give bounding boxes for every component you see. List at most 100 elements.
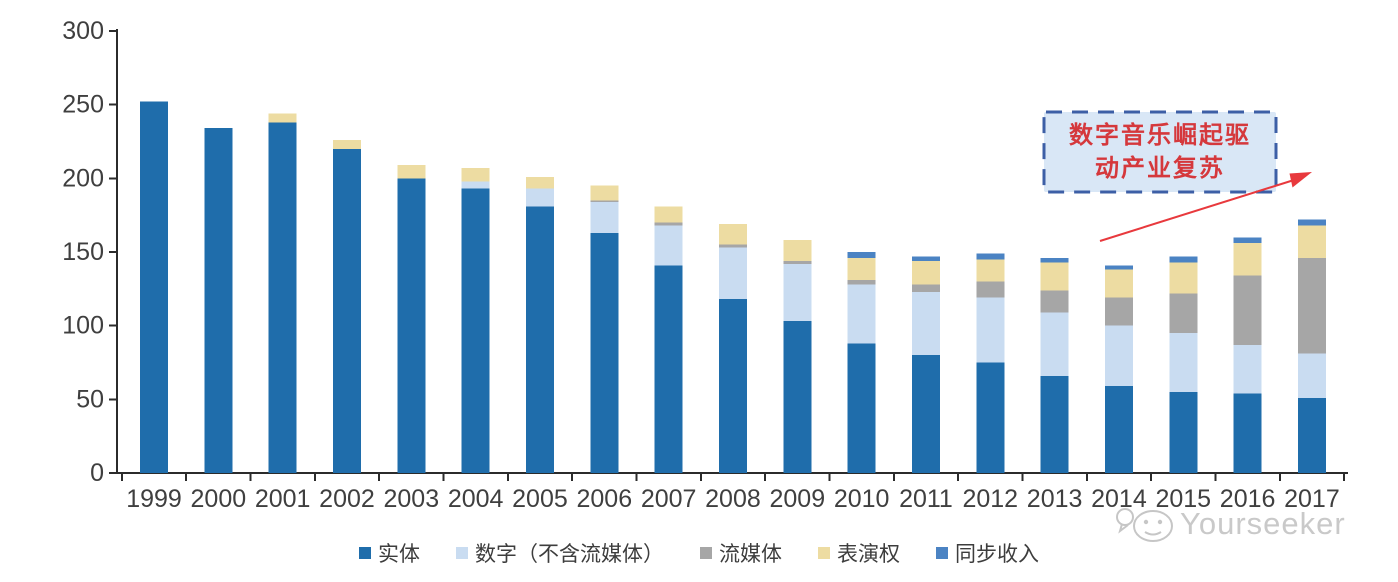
bar-segment-2001: [268, 113, 297, 123]
bar-segment-2008: [718, 224, 747, 245]
bar-segment-2012: [976, 297, 1005, 363]
bar-segment-2014: [1104, 325, 1133, 387]
x-tick-label: 2004: [448, 485, 504, 513]
legend-item-2: 数字（不含流媒体）: [456, 538, 664, 568]
legend-swatch-icon: [700, 547, 712, 559]
x-tick-label: 2016: [1220, 485, 1276, 513]
bar-segment-2013: [1040, 290, 1069, 313]
bar-segment-2010: [847, 284, 876, 344]
bar-segment-2012: [976, 281, 1005, 298]
bar-segment-2011: [911, 355, 940, 473]
bar-segment-2012: [976, 253, 1005, 260]
x-tick-label: 2011: [899, 485, 953, 513]
bar-segment-2004: [461, 181, 490, 189]
annotation-line-1: 数字音乐崛起驱: [1069, 122, 1251, 149]
bar-segment-2013: [1040, 262, 1069, 291]
bar-segment-2014: [1104, 265, 1133, 270]
y-tick-label: 300: [62, 17, 104, 45]
bar-segment-2007: [654, 225, 683, 266]
bar-segment-2003: [397, 178, 426, 474]
bar-segment-2017: [1297, 397, 1326, 473]
x-tick-label: 2005: [512, 485, 568, 513]
y-tick-label: 0: [90, 459, 104, 487]
bar-segment-2010: [847, 343, 876, 473]
bar-segment-2006: [590, 185, 619, 201]
bar-segment-2002: [332, 140, 361, 149]
bar-segment-2017: [1297, 257, 1326, 354]
bar-segment-1999: [140, 101, 168, 473]
legend-label: 表演权: [837, 543, 900, 566]
bar-segment-2006: [590, 200, 619, 202]
bar-segment-2005: [525, 176, 554, 189]
legend-label: 实体: [378, 543, 420, 566]
x-tick-label: 2010: [834, 485, 890, 513]
y-tick-label: 150: [62, 238, 104, 266]
y-tick-label: 50: [76, 385, 104, 413]
annotation-callout: 数字音乐崛起驱 动产业复苏: [1042, 110, 1278, 194]
bar-segment-2007: [654, 265, 683, 473]
bar-segment-2010: [847, 279, 876, 285]
bar-segment-2011: [911, 284, 940, 292]
bar-segment-2010: [847, 252, 876, 258]
bar-segment-2002: [332, 148, 361, 473]
legend-item-5: 同步收入: [936, 538, 1039, 568]
bar-segment-2011: [911, 291, 940, 356]
y-tick-label: 250: [62, 91, 104, 119]
y-tick-label: 100: [62, 312, 104, 340]
x-tick-label: 2017: [1284, 485, 1340, 513]
legend-item-4: 表演权: [818, 538, 900, 568]
bar-segment-2014: [1104, 386, 1133, 473]
bar-segment-2014: [1104, 297, 1133, 326]
legend-swatch-icon: [359, 547, 371, 559]
bar-segment-2008: [718, 299, 747, 473]
bar-segment-2016: [1233, 344, 1262, 394]
annotation-line-2: 动产业复苏: [1095, 155, 1225, 182]
bar-segment-2005: [525, 206, 554, 473]
bar-segment-2007: [654, 222, 683, 226]
bar-segment-2009: [783, 240, 812, 261]
bar-segment-2004: [461, 188, 490, 473]
x-tick-label: 2013: [1027, 485, 1083, 513]
bar-segment-2015: [1169, 391, 1198, 473]
bar-segment-2013: [1040, 312, 1069, 376]
bar-segment-2017: [1297, 225, 1326, 258]
legend-swatch-icon: [936, 547, 948, 559]
x-tick-label: 2014: [1091, 485, 1147, 513]
x-tick-label: 2008: [705, 485, 761, 513]
bar-segment-2000: [204, 128, 233, 474]
bar-segment-2017: [1297, 219, 1326, 226]
x-tick-label: 2015: [1155, 485, 1211, 513]
x-tick-label: 2002: [319, 485, 375, 513]
bar-segment-2016: [1233, 243, 1262, 276]
bar-segment-2012: [976, 362, 1005, 473]
bar-segment-2013: [1040, 375, 1069, 473]
annotation-arrow: [1099, 172, 1312, 242]
bar-segment-2015: [1169, 293, 1198, 334]
bar-segment-2008: [718, 247, 747, 300]
legend-label: 同步收入: [955, 543, 1039, 566]
bar-segment-2005: [525, 188, 554, 207]
legend-swatch-icon: [456, 547, 468, 559]
bar-segment-2009: [783, 260, 812, 264]
x-tick-label: 1999: [126, 485, 182, 513]
legend-label: 数字（不含流媒体）: [475, 543, 664, 566]
bar-segment-2009: [783, 321, 812, 473]
bar-segment-2008: [718, 244, 747, 248]
legend-label: 流媒体: [719, 543, 782, 566]
x-tick-label: 2000: [191, 485, 247, 513]
bar-segment-2014: [1104, 269, 1133, 298]
bar-segment-2001: [268, 122, 297, 473]
bar-segment-2006: [590, 232, 619, 473]
annotation-text: 数字音乐崛起驱 动产业复苏: [1042, 110, 1278, 194]
bar-segment-2016: [1233, 393, 1262, 473]
bar-segment-2006: [590, 201, 619, 233]
x-tick-label: 2007: [641, 485, 697, 513]
x-tick-label: 2012: [962, 485, 1018, 513]
bar-segment-2013: [1040, 257, 1069, 263]
legend-swatch-icon: [818, 547, 830, 559]
bar-segment-2017: [1297, 353, 1326, 398]
bar-segment-2007: [654, 206, 683, 223]
bar-segment-2012: [976, 259, 1005, 282]
x-tick-label: 2009: [769, 485, 825, 513]
